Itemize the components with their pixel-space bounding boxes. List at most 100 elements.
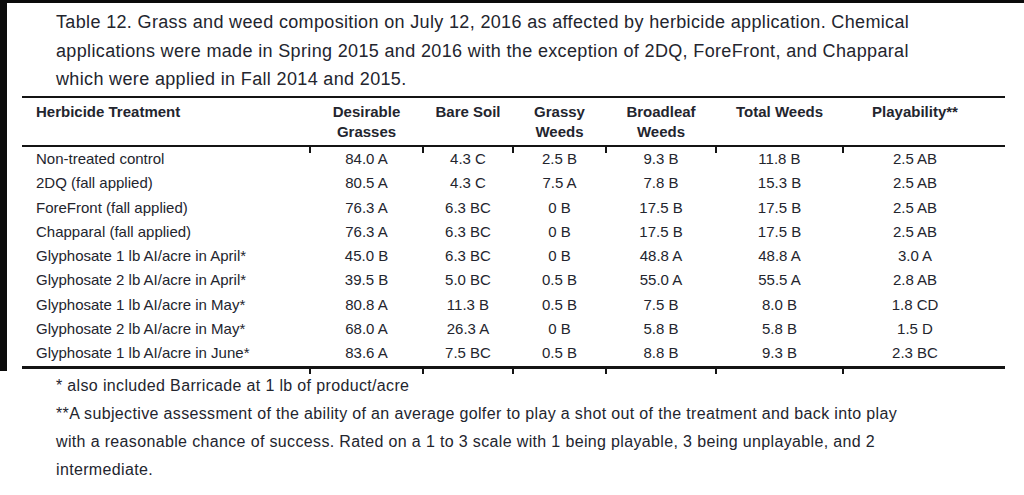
cell-grassy-weeds: 0.5 B	[513, 268, 606, 292]
scan-edge-top-line	[0, 0, 1024, 3]
cell-playability: 2.5 AB	[843, 220, 1005, 244]
cell-bare-soil: 26.3 A	[423, 317, 513, 341]
cell-treatment: Glyphosate 2 lb AI/acre in May*	[22, 317, 310, 341]
col-header-broadleaf-weeds: Broadleaf Weeds	[606, 97, 716, 146]
cell-playability: 2.5 AB	[843, 171, 1005, 195]
header-line: Grasses	[310, 122, 423, 142]
col-header-grassy-weeds: Grassy Weeds	[513, 97, 606, 146]
cell-broadleaf-weeds: 48.8 A	[606, 244, 716, 268]
table-row: Glyphosate 2 lb AI/acre in April* 39.5 B…	[22, 268, 1005, 292]
col-header-bare-soil: Bare Soil	[423, 97, 513, 146]
cell-total-weeds: 17.5 B	[716, 196, 843, 220]
cell-broadleaf-weeds: 55.0 A	[606, 268, 716, 292]
cell-broadleaf-weeds: 5.8 B	[606, 317, 716, 341]
cell-broadleaf-weeds: 7.5 B	[606, 293, 716, 317]
footnote-playability-line-3: intermediate.	[56, 456, 1006, 484]
cell-desirable-grasses: 83.6 A	[310, 341, 423, 367]
cell-desirable-grasses: 76.3 A	[310, 220, 423, 244]
footnotes: * also included Barricade at 1 lb of pro…	[56, 372, 1006, 484]
cell-treatment: Glyphosate 2 lb AI/acre in April*	[22, 268, 310, 292]
cell-treatment: 2DQ (fall applied)	[22, 171, 310, 195]
cell-broadleaf-weeds: 7.8 B	[606, 171, 716, 195]
col-header-playability: Playability**	[843, 97, 1005, 146]
cell-playability: 3.0 A	[843, 244, 1005, 268]
header-line: Desirable	[310, 102, 423, 122]
cell-total-weeds: 11.8 B	[716, 146, 843, 171]
cell-bare-soil: 11.3 B	[423, 293, 513, 317]
cell-treatment: Glyphosate 1 lb AI/acre in May*	[22, 293, 310, 317]
table-row: Glyphosate 1 lb AI/acre in June* 83.6 A …	[22, 341, 1005, 367]
cell-grassy-weeds: 7.5 A	[513, 171, 606, 195]
header-line: Playability**	[843, 102, 987, 122]
header-line: Bare Soil	[423, 102, 513, 122]
cell-total-weeds: 8.0 B	[716, 293, 843, 317]
cell-total-weeds: 55.5 A	[716, 268, 843, 292]
footnote-playability-line-1: **A subjective assessment of the ability…	[56, 400, 1006, 428]
cell-desirable-grasses: 68.0 A	[310, 317, 423, 341]
cell-bare-soil: 5.0 BC	[423, 268, 513, 292]
cell-total-weeds: 15.3 B	[716, 171, 843, 195]
cell-treatment: ForeFront (fall applied)	[22, 196, 310, 220]
cell-broadleaf-weeds: 9.3 B	[606, 146, 716, 171]
table-body: Non-treated control 84.0 A 4.3 C 2.5 B 9…	[22, 146, 1005, 367]
cell-bare-soil: 4.3 C	[423, 146, 513, 171]
cell-bare-soil: 4.3 C	[423, 171, 513, 195]
cell-broadleaf-weeds: 17.5 B	[606, 196, 716, 220]
cell-playability: 2.5 AB	[843, 146, 1005, 171]
cell-grassy-weeds: 0 B	[513, 220, 606, 244]
document-page: Table 12. Grass and weed composition on …	[0, 0, 1024, 495]
cell-grassy-weeds: 0 B	[513, 317, 606, 341]
cell-treatment: Non-treated control	[22, 146, 310, 171]
table-row: 2DQ (fall applied) 80.5 A 4.3 C 7.5 A 7.…	[22, 171, 1005, 195]
cell-broadleaf-weeds: 8.8 B	[606, 341, 716, 367]
table-row: Glyphosate 1 lb AI/acre in May* 80.8 A 1…	[22, 293, 1005, 317]
cell-treatment: Glyphosate 1 lb AI/acre in June*	[22, 341, 310, 367]
caption-line-3: which were applied in Fall 2014 and 2015…	[56, 65, 1006, 94]
cell-desirable-grasses: 39.5 B	[310, 268, 423, 292]
caption-line-1: Table 12. Grass and weed composition on …	[56, 8, 1006, 37]
herbicide-results-table: Herbicide Treatment Desirable Grasses Ba…	[22, 96, 1005, 369]
table-row: Non-treated control 84.0 A 4.3 C 2.5 B 9…	[22, 146, 1005, 171]
table-row: Chapparal (fall applied) 76.3 A 6.3 BC 0…	[22, 220, 1005, 244]
cell-desirable-grasses: 45.0 B	[310, 244, 423, 268]
cell-grassy-weeds: 0 B	[513, 196, 606, 220]
cell-desirable-grasses: 84.0 A	[310, 146, 423, 171]
table-row: ForeFront (fall applied) 76.3 A 6.3 BC 0…	[22, 196, 1005, 220]
cell-total-weeds: 9.3 B	[716, 341, 843, 367]
header-line: Weeds	[606, 122, 716, 142]
cell-playability: 2.8 AB	[843, 268, 1005, 292]
scan-edge-left-bar	[0, 0, 7, 371]
cell-bare-soil: 6.3 BC	[423, 244, 513, 268]
cell-playability: 2.5 AB	[843, 196, 1005, 220]
col-header-herbicide-treatment: Herbicide Treatment	[22, 97, 310, 146]
cell-playability: 1.8 CD	[843, 293, 1005, 317]
cell-total-weeds: 48.8 A	[716, 244, 843, 268]
header-line: Weeds	[513, 122, 606, 142]
table-row: Glyphosate 2 lb AI/acre in May* 68.0 A 2…	[22, 317, 1005, 341]
cell-treatment: Glyphosate 1 lb AI/acre in April*	[22, 244, 310, 268]
table-caption: Table 12. Grass and weed composition on …	[56, 8, 1006, 94]
cell-total-weeds: 5.8 B	[716, 317, 843, 341]
header-line: Herbicide Treatment	[36, 102, 310, 122]
header-line: Grassy	[513, 102, 606, 122]
cell-grassy-weeds: 0.5 B	[513, 293, 606, 317]
caption-line-2: applications were made in Spring 2015 an…	[56, 37, 1006, 66]
col-header-total-weeds: Total Weeds	[716, 97, 843, 146]
cell-grassy-weeds: 0 B	[513, 244, 606, 268]
col-header-desirable-grasses: Desirable Grasses	[310, 97, 423, 146]
cell-total-weeds: 17.5 B	[716, 220, 843, 244]
header-row: Herbicide Treatment Desirable Grasses Ba…	[22, 97, 1005, 146]
cell-grassy-weeds: 0.5 B	[513, 341, 606, 367]
cell-bare-soil: 6.3 BC	[423, 220, 513, 244]
footnote-barricade: * also included Barricade at 1 lb of pro…	[56, 372, 1006, 400]
footnote-playability-line-2: with a reasonable chance of success. Rat…	[56, 428, 1006, 456]
cell-treatment: Chapparal (fall applied)	[22, 220, 310, 244]
cell-desirable-grasses: 80.8 A	[310, 293, 423, 317]
cell-bare-soil: 7.5 BC	[423, 341, 513, 367]
cell-broadleaf-weeds: 17.5 B	[606, 220, 716, 244]
cell-grassy-weeds: 2.5 B	[513, 146, 606, 171]
cell-desirable-grasses: 80.5 A	[310, 171, 423, 195]
table-row: Glyphosate 1 lb AI/acre in April* 45.0 B…	[22, 244, 1005, 268]
cell-desirable-grasses: 76.3 A	[310, 196, 423, 220]
cell-bare-soil: 6.3 BC	[423, 196, 513, 220]
